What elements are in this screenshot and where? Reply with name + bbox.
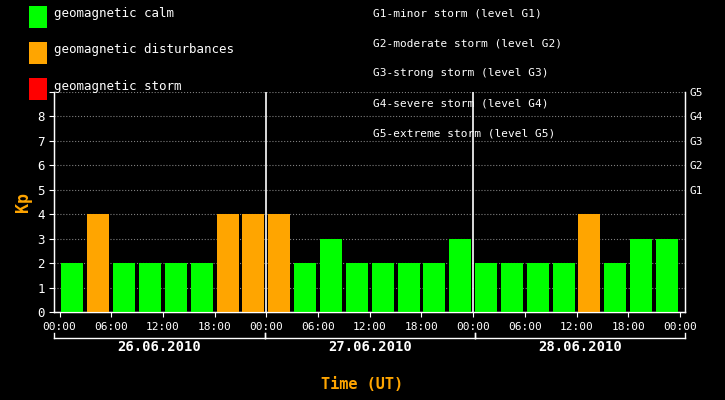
Text: G4-severe storm (level G4): G4-severe storm (level G4)	[373, 98, 549, 108]
Bar	[372, 263, 394, 312]
Text: G3-strong storm (level G3): G3-strong storm (level G3)	[373, 68, 549, 78]
Text: Time (UT): Time (UT)	[321, 377, 404, 392]
Bar	[191, 263, 212, 312]
Text: G5-extreme storm (level G5): G5-extreme storm (level G5)	[373, 128, 555, 138]
Text: geomagnetic disturbances: geomagnetic disturbances	[54, 44, 234, 56]
Bar	[397, 263, 420, 312]
Bar	[552, 263, 575, 312]
Bar	[346, 263, 368, 312]
Y-axis label: Kp: Kp	[14, 192, 32, 212]
Bar	[139, 263, 161, 312]
Bar	[165, 263, 187, 312]
Text: geomagnetic calm: geomagnetic calm	[54, 8, 175, 20]
Text: 26.06.2010: 26.06.2010	[117, 340, 202, 354]
Bar	[527, 263, 549, 312]
Bar	[630, 239, 652, 312]
Text: geomagnetic storm: geomagnetic storm	[54, 80, 182, 92]
Bar	[268, 214, 290, 312]
Bar	[294, 263, 316, 312]
Text: 27.06.2010: 27.06.2010	[328, 340, 412, 354]
Bar	[423, 263, 445, 312]
Text: 28.06.2010: 28.06.2010	[538, 340, 622, 354]
Bar	[605, 263, 626, 312]
Bar	[87, 214, 109, 312]
Bar	[62, 263, 83, 312]
Bar	[475, 263, 497, 312]
Bar	[501, 263, 523, 312]
Bar	[242, 214, 265, 312]
Text: G1-minor storm (level G1): G1-minor storm (level G1)	[373, 8, 542, 18]
Bar	[113, 263, 135, 312]
Bar	[579, 214, 600, 312]
Text: G2-moderate storm (level G2): G2-moderate storm (level G2)	[373, 38, 563, 48]
Bar	[450, 239, 471, 312]
Bar	[656, 239, 678, 312]
Bar	[217, 214, 239, 312]
Bar	[320, 239, 342, 312]
